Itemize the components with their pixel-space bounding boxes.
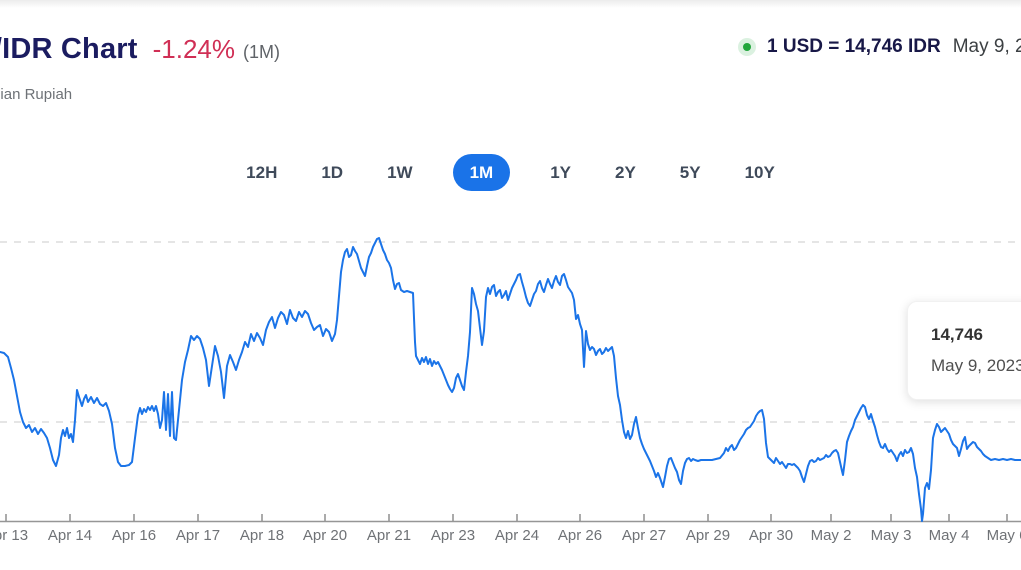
- x-axis-label: Apr 21: [366, 527, 412, 544]
- tab-12h[interactable]: 12H: [246, 162, 278, 182]
- x-axis-label: Apr 26: [557, 527, 603, 544]
- tooltip-value: 14,746: [931, 325, 983, 344]
- page-title-row: USD/IDR Chart -1.24% (1M): [0, 33, 280, 66]
- tab-1m[interactable]: 1M: [452, 153, 511, 191]
- page-title: USD/IDR Chart: [0, 33, 138, 65]
- x-axis-label: Apr 20: [302, 527, 348, 544]
- x-axis-label: Apr 29: [685, 527, 731, 544]
- x-axis-label: May 3: [870, 527, 912, 544]
- tab-1d[interactable]: 1D: [321, 162, 344, 182]
- x-axis-label: May 2: [810, 527, 852, 544]
- x-axis-label: Apr 30: [748, 527, 794, 544]
- x-axis-label: Apr 23: [430, 527, 476, 544]
- tab-10y[interactable]: 10Y: [744, 162, 775, 182]
- quote-date: May 9, 2023: [952, 36, 1021, 57]
- x-axis-label: Apr 24: [494, 527, 540, 544]
- chart-tooltip: 14,746 May 9, 2023: [907, 301, 1021, 400]
- change-period: (1M): [243, 42, 281, 62]
- x-axis-label: Apr 18: [239, 527, 285, 544]
- live-status-dot-icon: [738, 38, 756, 56]
- page-subtitle: US Dollar to Indonesian Rupiah: [0, 86, 73, 103]
- tab-5y[interactable]: 5Y: [679, 162, 701, 182]
- change-percent: -1.24%: [152, 34, 236, 64]
- x-axis-label: Apr 17: [175, 527, 221, 544]
- tab-1y[interactable]: 1Y: [550, 162, 571, 182]
- quote-rate-text: 1 USD = 14,746 IDR: [767, 36, 941, 57]
- tab-2y[interactable]: 2Y: [615, 162, 636, 182]
- tooltip-date: May 9, 2023: [931, 356, 1021, 375]
- x-axis-label: Apr 14: [47, 527, 93, 544]
- live-quote: 1 USD = 14,746 IDR May 9, 2023: [738, 36, 1021, 58]
- x-axis-label: Apr 27: [621, 527, 667, 544]
- x-axis-label: Apr 13: [0, 527, 29, 544]
- x-axis-label: May 4: [928, 527, 970, 544]
- x-axis-label: Apr 16: [111, 527, 157, 544]
- time-range-tabs: 12H 1D 1W 1M 1Y 2Y 5Y 10Y: [0, 152, 1021, 192]
- price-line[interactable]: [0, 237, 1021, 522]
- x-axis-label: May 6: [986, 527, 1021, 544]
- top-divider: [0, 0, 1021, 8]
- tab-1w[interactable]: 1W: [387, 162, 413, 182]
